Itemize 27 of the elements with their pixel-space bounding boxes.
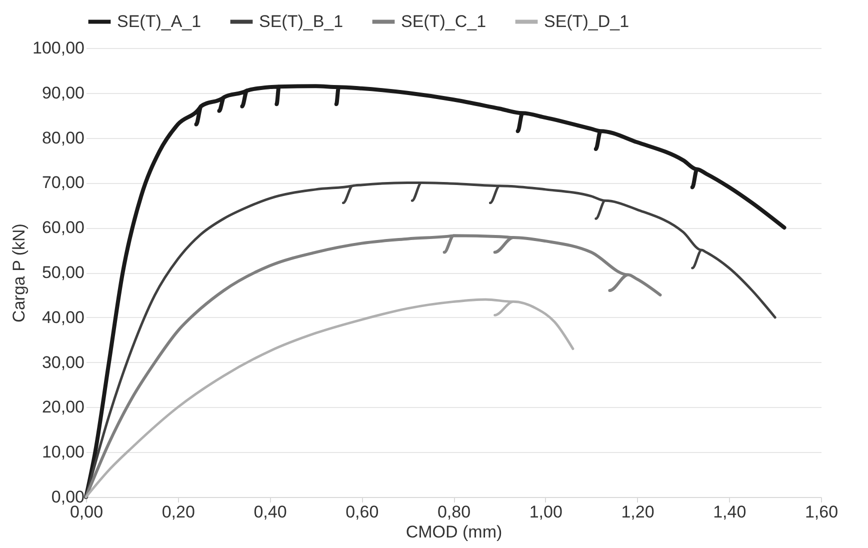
y-tick-label: 30,00 [42,352,84,372]
y-tick-label: 50,00 [42,263,84,282]
x-tick-label: 1,00 [529,502,562,522]
y-tick-label: 60,00 [42,218,84,238]
y-tick-label: 100,00 [32,38,84,58]
line-series [84,234,662,498]
line-series [84,84,786,499]
x-tick-label: 1,40 [713,502,746,522]
legend-label: SE(T)_B_1 [259,12,344,31]
x-axis-title: CMOD (mm) [406,522,502,542]
y-tick-label: 80,00 [42,128,84,148]
x-tick-label: 0,60 [346,502,379,522]
x-tick-label: 0,40 [254,502,287,522]
x-tick-label: 1,20 [621,502,654,522]
y-tick-label: 90,00 [42,83,84,102]
line-series [84,298,574,498]
legend-label: SE(T)_D_1 [544,12,630,31]
y-tick-label: 20,00 [42,398,84,417]
y-axis-title: Carga P (kN) [10,224,29,322]
y-tick-label: 70,00 [42,173,84,192]
x-tick-label: 0,80 [437,502,471,522]
legend-label: SE(T)_C_1 [401,12,486,31]
x-tick-label: 1,60 [804,502,838,522]
x-tick-label: 0,20 [162,502,195,522]
y-tick-label: 40,00 [42,308,84,327]
y-tick-label: 10,00 [42,442,84,462]
legend-label: SE(T)_A_1 [117,12,202,31]
